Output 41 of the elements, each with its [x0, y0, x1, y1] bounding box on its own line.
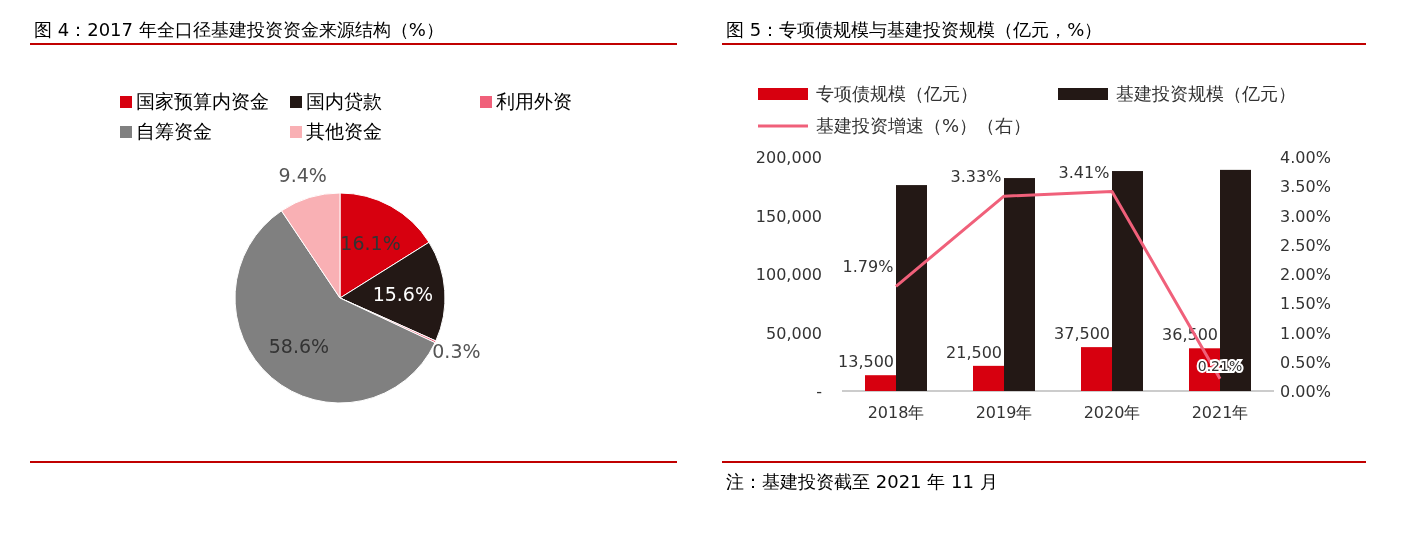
data-label: 1.79%: [842, 257, 894, 277]
y-tick-label: -: [816, 382, 822, 401]
legend-label: 专项债规模（亿元）: [816, 83, 978, 104]
legend-label: 自筹资金: [136, 120, 212, 142]
y2-tick-label: 1.00%: [1280, 323, 1331, 343]
data-label: 13,500: [838, 352, 894, 372]
data-label: 37,500: [1054, 324, 1110, 344]
data-label: 0.21%: [1197, 357, 1243, 374]
y-tick-label: 200,000: [755, 148, 822, 167]
data-label: 21,500: [946, 342, 1002, 362]
text: 注：基建投资截至 2021 年 11 月: [726, 471, 998, 492]
y-tick-label: 100,000: [755, 265, 822, 284]
y2-tick-label: 1.50%: [1280, 294, 1331, 314]
data-label: 3.41%: [1058, 162, 1110, 182]
legend-label: 国内贷款: [306, 90, 382, 112]
x-tick-label: 2021年: [1191, 403, 1249, 422]
data-label: 16.1%: [340, 231, 401, 254]
chart-title: 图 4：2017 年全口径基建投资资金来源结构（%）: [34, 19, 444, 40]
data-label: 58.6%: [268, 334, 330, 357]
chart-title: 图 5：专项债规模与基建投资规模（亿元，%）: [726, 19, 1103, 40]
y2-tick-label: 2.00%: [1280, 265, 1331, 284]
x-tick-label: 2019年: [975, 403, 1033, 422]
data-label: 0.3%: [432, 340, 481, 363]
data-label: 3.33%: [950, 167, 1002, 187]
x-tick-label: 2018年: [867, 403, 925, 422]
data-label: 9.4%: [278, 164, 327, 187]
y-tick-label: 150,000: [755, 206, 822, 226]
legend-label: 其他资金: [306, 120, 382, 142]
y2-tick-label: 4.00%: [1280, 148, 1331, 167]
y2-tick-label: 2.50%: [1280, 235, 1331, 255]
y-tick-label: 50,000: [766, 323, 822, 343]
legend-label: 基建投资增速（%）（右）: [816, 115, 1032, 136]
legend-label: 国家预算内资金: [136, 90, 269, 112]
y2-tick-label: 3.50%: [1280, 177, 1331, 197]
x-tick-label: 2020年: [1083, 403, 1141, 422]
legend-label: 利用外资: [496, 90, 572, 112]
legend-label: 基建投资规模（亿元）: [1116, 83, 1296, 104]
data-label: 15.6%: [372, 282, 434, 305]
y2-tick-label: 3.00%: [1280, 206, 1331, 226]
y2-tick-label: 0.50%: [1280, 352, 1331, 372]
y2-tick-label: 0.00%: [1280, 382, 1331, 401]
